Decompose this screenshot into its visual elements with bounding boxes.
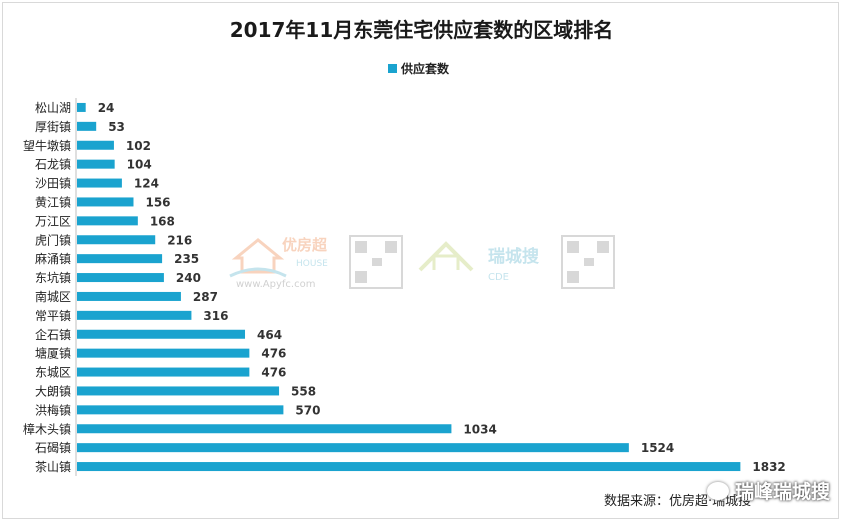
value-label: 24 (98, 101, 115, 115)
bar (77, 462, 741, 472)
bar (77, 405, 284, 415)
bar (77, 102, 86, 112)
category-label: 塘厦镇 (35, 346, 71, 361)
category-label: 企石镇 (35, 327, 71, 342)
category-label: 麻涌镇 (35, 251, 71, 266)
bar (77, 140, 114, 150)
value-label: 53 (108, 120, 125, 134)
value-label: 1034 (463, 422, 496, 436)
bar (77, 197, 134, 207)
legend-label: 供应套数 (401, 61, 450, 76)
value-label: 1832 (752, 460, 785, 474)
bar (77, 178, 122, 188)
watermark-text-1: 优房超 (282, 236, 328, 254)
wechat-icon (707, 481, 729, 500)
category-label: 茶山镇 (35, 459, 71, 474)
category-label: 虎门镇 (35, 232, 71, 247)
value-label: 240 (176, 271, 201, 285)
value-label: 216 (167, 233, 192, 247)
bar (77, 235, 156, 245)
value-label: 558 (291, 384, 316, 398)
value-label: 104 (127, 158, 152, 172)
category-label: 万江区 (35, 214, 71, 228)
value-label: 570 (295, 403, 320, 417)
watermark-qr-2 (561, 235, 615, 289)
legend-swatch (388, 63, 397, 73)
bar (77, 348, 250, 358)
watermark-qr-1 (349, 235, 403, 289)
category-label: 洪梅镇 (35, 402, 71, 417)
bar (77, 443, 629, 453)
bar (77, 367, 250, 377)
bar (77, 273, 164, 283)
watermark-url-1: www.Apyfc.com (236, 279, 315, 290)
watermark-logo-cde: 瑞城搜 CDE (418, 241, 540, 283)
category-label: 望牛墩镇 (23, 138, 71, 153)
value-label: 124 (134, 177, 159, 191)
watermark-brand: 瑞峰瑞城搜 (707, 477, 830, 504)
category-label: 石碣镇 (35, 441, 71, 455)
watermark-sub-2: CDE (488, 272, 509, 283)
bar (77, 310, 192, 320)
chart-title: 2017年11月东莞住宅供应套数的区域排名 (229, 18, 614, 42)
category-label: 东坑镇 (35, 270, 71, 285)
category-label: 樟木头镇 (23, 421, 71, 436)
category-label: 大朗镇 (35, 384, 71, 398)
value-label: 287 (193, 290, 218, 304)
value-label: 156 (145, 195, 170, 209)
category-label: 南城区 (35, 289, 71, 304)
bar (77, 329, 246, 339)
value-label: 168 (150, 214, 175, 228)
bar (77, 291, 181, 301)
bar (77, 216, 138, 226)
category-label: 厚街镇 (35, 120, 71, 134)
bar (77, 386, 280, 396)
value-label: 476 (261, 366, 286, 380)
bars-group: 松山湖 24 厚街镇 53 望牛墩镇 102 石龙镇 104 沙田镇 124 黄江镇 156 万江区 16… (23, 100, 786, 474)
category-label: 常平镇 (35, 309, 71, 323)
value-label: 235 (174, 252, 199, 266)
bar (77, 424, 452, 434)
bar (77, 121, 97, 131)
value-label: 476 (261, 347, 286, 361)
category-label: 石龙镇 (35, 158, 71, 172)
category-label: 东城区 (35, 366, 71, 380)
watermark-sub-1: HOUSE (296, 259, 328, 269)
bar (77, 254, 163, 264)
value-label: 102 (126, 139, 151, 153)
category-label: 黄江镇 (35, 195, 71, 209)
chart-legend: 供应套数 (388, 61, 450, 76)
category-label: 沙田镇 (35, 177, 71, 191)
value-label: 464 (257, 328, 282, 342)
value-label: 316 (203, 309, 228, 323)
bar (77, 159, 115, 169)
watermark-logo-house: 优房超 HOUSE www.Apyfc.com (229, 236, 328, 290)
watermark-text-2: 瑞城搜 (488, 246, 540, 267)
value-label: 1524 (641, 441, 674, 455)
category-label: 松山湖 (35, 100, 71, 115)
watermark-brand-text: 瑞峰瑞城搜 (735, 481, 831, 503)
